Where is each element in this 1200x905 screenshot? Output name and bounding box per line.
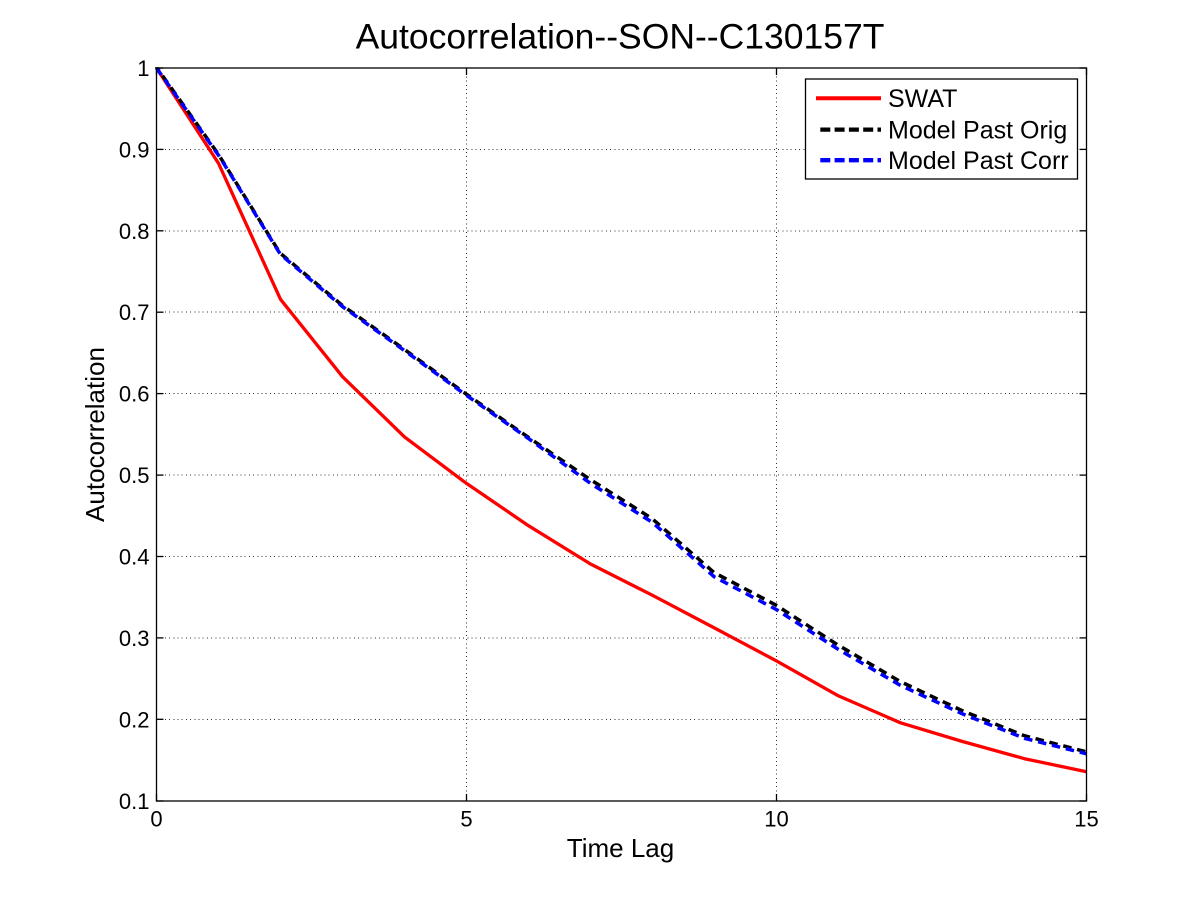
svg-text:Autocorrelation--SON--C130157T: Autocorrelation--SON--C130157T [356, 17, 885, 57]
svg-text:0.9: 0.9 [119, 137, 150, 162]
svg-text:SWAT: SWAT [888, 85, 957, 113]
svg-text:5: 5 [460, 807, 472, 832]
svg-text:0.1: 0.1 [119, 789, 150, 814]
svg-text:0.5: 0.5 [119, 463, 150, 488]
svg-text:Time Lag: Time Lag [567, 833, 674, 863]
svg-text:0.3: 0.3 [119, 626, 150, 651]
svg-text:Model Past Corr: Model Past Corr [888, 147, 1069, 175]
svg-text:0.4: 0.4 [119, 545, 150, 570]
svg-text:Autocorrelation: Autocorrelation [80, 347, 110, 522]
svg-text:15: 15 [1074, 807, 1098, 832]
svg-text:Model Past Orig: Model Past Orig [888, 117, 1067, 145]
svg-text:0.7: 0.7 [119, 300, 150, 325]
svg-text:0.2: 0.2 [119, 707, 150, 732]
svg-text:0.8: 0.8 [119, 219, 150, 244]
svg-text:0.6: 0.6 [119, 382, 150, 407]
svg-text:0: 0 [150, 807, 162, 832]
svg-text:1: 1 [137, 56, 149, 81]
svg-text:10: 10 [764, 807, 788, 832]
